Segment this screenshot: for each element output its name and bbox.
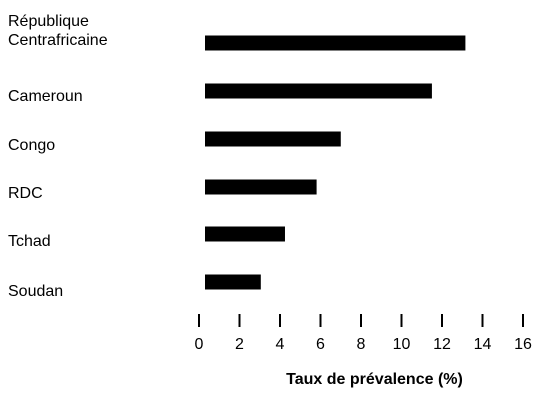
bar-0 bbox=[205, 35, 466, 51]
x-tick-label: 6 bbox=[316, 336, 325, 353]
bar-2 bbox=[205, 131, 341, 147]
x-tick-label: 2 bbox=[235, 336, 244, 353]
x-tick-label: 8 bbox=[357, 336, 366, 353]
x-axis-title: Taux de prévalence (%) bbox=[286, 371, 463, 388]
x-tick-label: 16 bbox=[514, 336, 532, 353]
x-tick-label: 12 bbox=[433, 336, 451, 353]
x-tick-label: 10 bbox=[393, 336, 411, 353]
category-label: Tchad bbox=[8, 233, 51, 250]
bar-4 bbox=[205, 226, 285, 242]
x-tick-label: 0 bbox=[195, 336, 204, 353]
category-label: République Centrafricaine bbox=[8, 13, 108, 49]
category-label: Soudan bbox=[8, 283, 64, 300]
bar-3 bbox=[205, 179, 317, 195]
category-label: Cameroun bbox=[8, 88, 83, 105]
bar-1 bbox=[205, 83, 432, 99]
x-tick-label: 4 bbox=[276, 336, 285, 353]
category-label: Congo bbox=[8, 137, 56, 154]
category-label: RDC bbox=[8, 185, 43, 202]
bar-5 bbox=[205, 274, 261, 290]
x-tick-label: 14 bbox=[474, 336, 492, 353]
